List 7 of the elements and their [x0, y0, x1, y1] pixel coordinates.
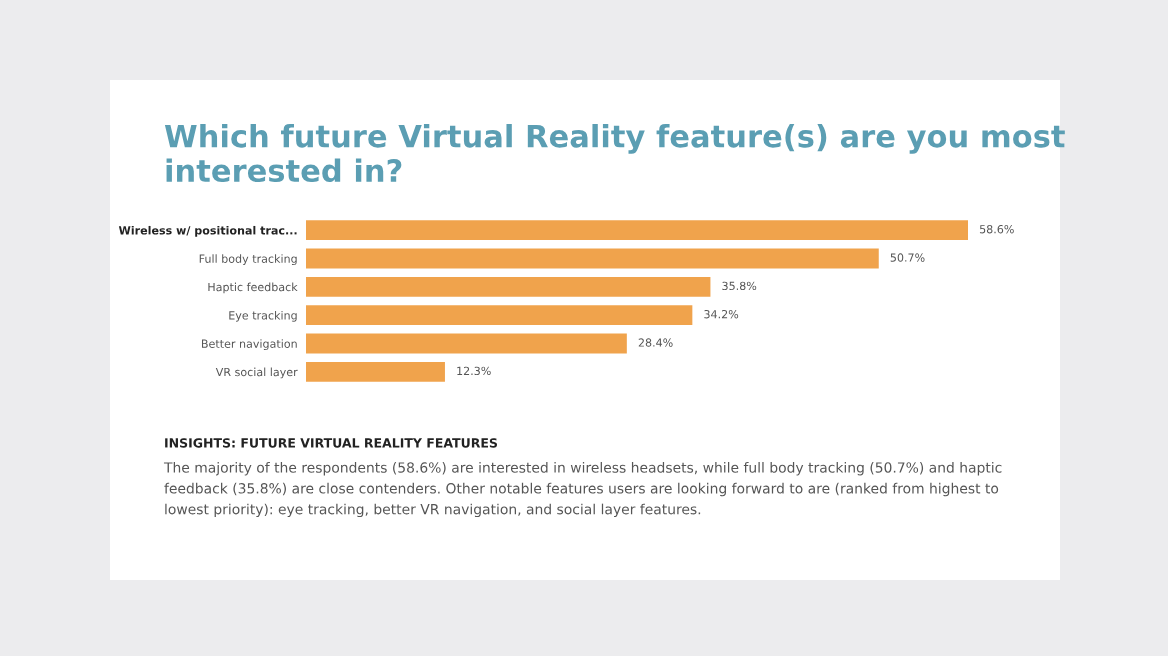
- bar: [306, 220, 968, 241]
- bar: [306, 248, 879, 269]
- bar: [306, 361, 445, 382]
- chart-title: Which future Virtual Reality feature(s) are you most interested in?: [164, 124, 1065, 183]
- bar: [306, 305, 693, 326]
- bar: [306, 276, 711, 297]
- bar: [306, 333, 627, 354]
